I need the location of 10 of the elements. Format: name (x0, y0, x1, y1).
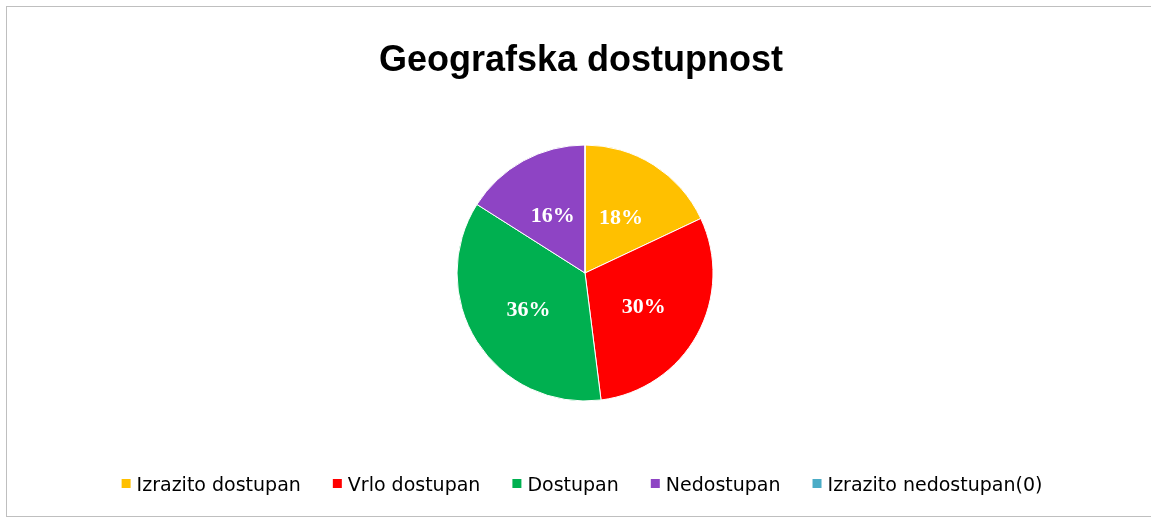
data-label: 30% (621, 292, 666, 318)
legend-label: Vrlo dostupan (347, 472, 481, 495)
legend-label: Dostupan (527, 472, 619, 495)
data-label: 18% (598, 203, 643, 229)
chart-title: Geografska dostupnost (378, 37, 784, 79)
data-label: 36% (506, 296, 551, 322)
legend-label: Izrazito nedostupan(0) (827, 472, 1043, 495)
legend-label: Nedostupan (665, 472, 781, 495)
legend-label: Izrazito dostupan (136, 472, 301, 495)
data-label: 16% (530, 201, 575, 227)
